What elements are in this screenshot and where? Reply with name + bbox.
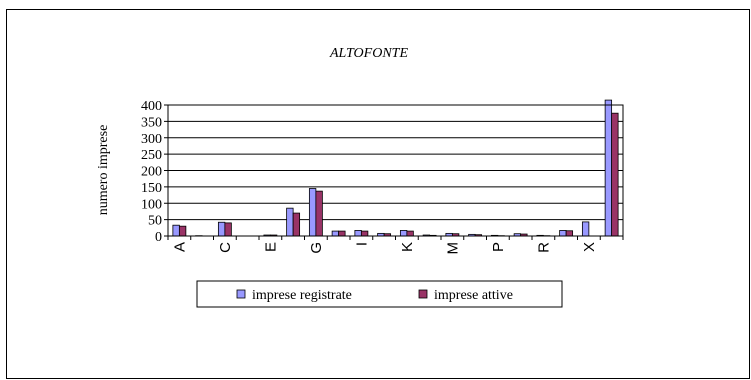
bar-attive	[339, 231, 346, 236]
bar-registrate	[332, 231, 339, 236]
x-tick-label: A	[171, 242, 188, 252]
y-tick-label: 400	[141, 99, 162, 114]
x-tick-label: C	[217, 242, 234, 253]
chart-title: ALTOFONTE	[329, 46, 408, 61]
legend-swatch-registrate	[237, 290, 245, 298]
bar-registrate	[218, 222, 225, 236]
x-tick-label: K	[399, 242, 416, 252]
bar-registrate	[605, 100, 612, 236]
bar-attive	[407, 231, 414, 236]
x-tick-label: G	[308, 242, 325, 254]
bar-attive	[293, 213, 300, 236]
bar-registrate	[400, 230, 407, 236]
legend-swatch-attive	[419, 290, 427, 298]
bar-attive	[566, 231, 573, 236]
bar-registrate	[309, 189, 316, 236]
bar-attive	[612, 113, 619, 236]
y-tick-label: 200	[141, 165, 162, 180]
bar-registrate	[173, 225, 180, 236]
x-tick-label: X	[581, 242, 598, 252]
legend-label-registrate: imprese registrate	[252, 288, 352, 303]
y-tick-label: 50	[148, 214, 162, 229]
bar-registrate	[560, 230, 567, 236]
y-tick-label: 0	[155, 230, 162, 245]
y-tick-label: 350	[141, 115, 162, 130]
bar-attive	[361, 231, 368, 236]
x-tick-label: E	[262, 242, 279, 252]
bar-attive	[179, 226, 186, 236]
bar-attive	[316, 191, 323, 236]
x-tick-label: M	[444, 242, 461, 255]
bar-registrate	[355, 230, 362, 236]
legend-label-attive: imprese attive	[434, 288, 513, 303]
y-tick-label: 250	[141, 148, 162, 163]
x-tick-label: R	[535, 242, 552, 253]
legend: imprese registrate imprese attive	[197, 281, 562, 307]
x-tick-label: I	[353, 242, 370, 246]
bar-registrate	[582, 222, 589, 236]
y-tick-label: 150	[141, 181, 162, 196]
bar-attive	[225, 223, 232, 236]
y-tick-label: 100	[141, 197, 162, 212]
y-axis-label: numero imprese	[96, 125, 111, 216]
bar-registrate	[287, 208, 294, 236]
x-tick-label: P	[490, 242, 507, 252]
y-tick-label: 300	[141, 132, 162, 147]
